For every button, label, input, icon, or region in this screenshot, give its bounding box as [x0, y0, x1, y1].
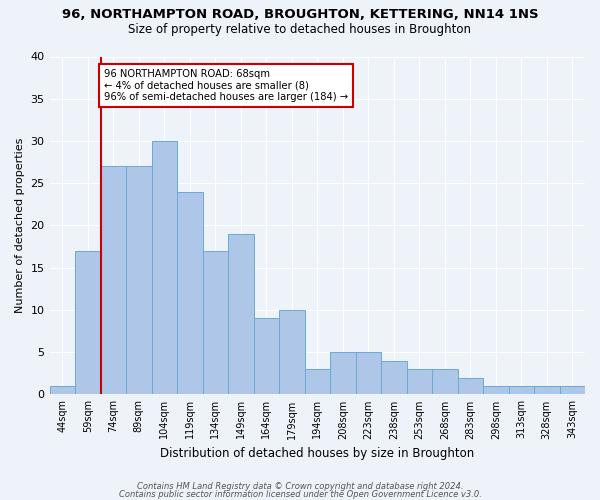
Bar [356, 352, 381, 395]
Text: 96 NORTHAMPTON ROAD: 68sqm
← 4% of detached houses are smaller (8)
96% of semi-d: 96 NORTHAMPTON ROAD: 68sqm ← 4% of detac… [104, 69, 349, 102]
Bar [407, 369, 432, 394]
Y-axis label: Number of detached properties: Number of detached properties [15, 138, 25, 313]
Bar [177, 192, 203, 394]
Bar [152, 141, 177, 395]
X-axis label: Distribution of detached houses by size in Broughton: Distribution of detached houses by size … [160, 447, 475, 460]
Bar [381, 360, 407, 394]
Bar [126, 166, 152, 394]
Bar [203, 251, 228, 394]
Text: Size of property relative to detached houses in Broughton: Size of property relative to detached ho… [128, 22, 472, 36]
Bar [101, 166, 126, 394]
Bar [75, 251, 101, 394]
Bar [534, 386, 560, 394]
Bar [483, 386, 509, 394]
Bar [279, 310, 305, 394]
Bar [458, 378, 483, 394]
Bar [509, 386, 534, 394]
Bar [330, 352, 356, 395]
Bar [254, 318, 279, 394]
Text: Contains public sector information licensed under the Open Government Licence v3: Contains public sector information licen… [119, 490, 481, 499]
Text: 96, NORTHAMPTON ROAD, BROUGHTON, KETTERING, NN14 1NS: 96, NORTHAMPTON ROAD, BROUGHTON, KETTERI… [62, 8, 538, 20]
Bar [432, 369, 458, 394]
Bar [228, 234, 254, 394]
Text: Contains HM Land Registry data © Crown copyright and database right 2024.: Contains HM Land Registry data © Crown c… [137, 482, 463, 491]
Bar [50, 386, 75, 394]
Bar [305, 369, 330, 394]
Bar [560, 386, 585, 394]
